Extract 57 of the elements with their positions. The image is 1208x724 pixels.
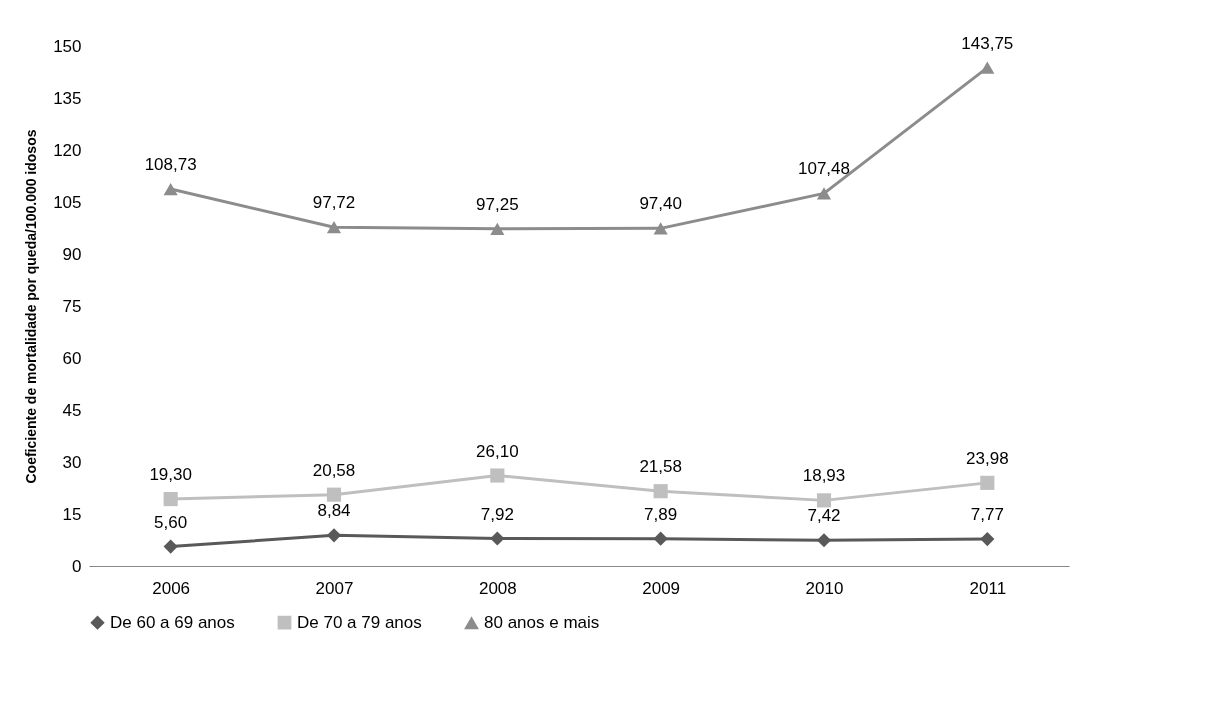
y-tick-label: 45 — [62, 400, 82, 420]
data-label: 97,25 — [476, 194, 519, 214]
legend-label: De 60 a 69 anos — [110, 612, 235, 632]
y-tick-label: 150 — [53, 36, 82, 56]
data-label: 5,60 — [154, 512, 188, 532]
x-tick-label: 2010 — [805, 578, 844, 598]
point — [980, 475, 995, 490]
point — [980, 531, 995, 547]
point — [163, 539, 178, 554]
data-label: 20,58 — [312, 460, 356, 480]
data-label: 97,40 — [639, 194, 682, 214]
data-label: 7,92 — [480, 504, 514, 524]
x-tick-label: 2011 — [969, 578, 1007, 598]
point — [490, 468, 505, 483]
legend-label: 80 anos e mais — [484, 613, 600, 633]
data-label: 7,89 — [644, 504, 678, 524]
y-tick-label: 30 — [62, 452, 82, 472]
data-label: 21,58 — [639, 457, 682, 477]
point — [490, 222, 505, 235]
y-tick-label: 75 — [62, 296, 82, 316]
point — [163, 182, 178, 196]
data-label: 97,72 — [312, 193, 356, 213]
point — [326, 528, 342, 543]
point — [816, 533, 832, 548]
y-tick-label: 105 — [53, 192, 82, 212]
data-label: 7,42 — [807, 506, 841, 526]
y-tick-label: 60 — [62, 348, 82, 368]
y-axis-title: Coeficiente de mortalidade por queda/100.000 idosos — [23, 129, 40, 484]
data-label: 18,93 — [802, 466, 846, 486]
point — [163, 492, 178, 507]
point — [653, 531, 668, 546]
point — [816, 493, 832, 508]
data-label: 26,10 — [476, 441, 519, 461]
data-label: 108,73 — [144, 155, 197, 175]
point — [816, 187, 832, 200]
x-tick-label: 2007 — [315, 578, 354, 598]
x-tick-label: 2009 — [642, 578, 681, 598]
x-tick-label: 2006 — [152, 578, 191, 598]
data-label: 7,77 — [970, 505, 1004, 525]
y-tick-label: 135 — [53, 88, 82, 108]
y-tick-label: 120 — [53, 140, 82, 160]
point — [980, 61, 995, 74]
point — [653, 484, 668, 499]
data-label: 19,30 — [149, 465, 192, 485]
legend-label: De 70 a 79 anos — [297, 612, 422, 632]
data-label: 107,48 — [798, 159, 850, 179]
y-tick-label: 0 — [72, 556, 82, 576]
x-tick-label: 2008 — [478, 578, 517, 598]
y-tick-label: 15 — [62, 504, 82, 524]
data-label: 143,75 — [961, 33, 1014, 53]
point — [326, 487, 342, 502]
point — [326, 221, 342, 234]
data-label: 8,84 — [317, 501, 351, 521]
data-label: 23,98 — [966, 448, 1009, 468]
y-tick-label: 90 — [62, 244, 82, 264]
point — [653, 222, 668, 235]
point — [490, 531, 505, 546]
